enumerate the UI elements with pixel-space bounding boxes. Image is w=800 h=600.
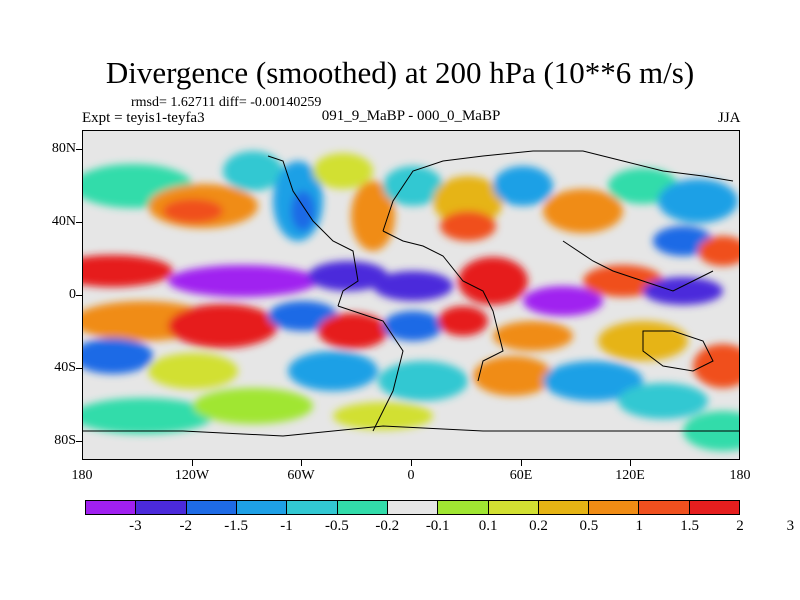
colorbar-label: 1: [635, 518, 643, 534]
lon-tick: [630, 460, 631, 466]
colorbar-box: [488, 501, 539, 514]
lon-label-120e: 120E: [615, 468, 645, 483]
colorbar-box: [538, 501, 590, 514]
lat-tick: [76, 295, 82, 296]
colorbar-box: [689, 501, 740, 514]
colorbar-label: 0.1: [478, 518, 498, 534]
lon-label-60e: 60E: [509, 468, 533, 483]
lon-label-120w: 120W: [174, 468, 210, 483]
colorbar-label: -1.5: [224, 518, 249, 534]
colorbar-box: [287, 501, 338, 514]
lon-label-60w: 60W: [287, 468, 315, 483]
stats-text: rmsd= 1.62711 diff= -0.00140259: [131, 95, 322, 110]
lat-label-0: 0: [69, 287, 76, 302]
lon-tick: [192, 460, 193, 466]
colorbar-label: 1.5: [680, 518, 699, 534]
colorbar-box: [136, 501, 187, 514]
colorbar-box: [86, 501, 137, 514]
divergence-map: [82, 130, 740, 460]
map-field: [83, 131, 739, 459]
colorbar-label: 0.5: [579, 518, 599, 534]
plot-title: Divergence (smoothed) at 200 hPa (10**6 …: [105, 55, 695, 90]
colorbar-label: 0.2: [529, 518, 548, 534]
subtitle: 091_9_MaBP - 000_0_MaBP: [321, 108, 501, 124]
lon-label-180w: 180: [71, 468, 93, 483]
colorbar-label: 3: [786, 518, 795, 534]
lat-label-40s: 40S: [54, 360, 76, 375]
season-label: JJA: [718, 110, 741, 126]
colorbar-label: -1: [280, 518, 293, 534]
colorbar-box: [387, 501, 439, 514]
lat-tick: [76, 368, 82, 369]
lon-label-180e: 180: [729, 468, 751, 483]
colorbar-label: -0.5: [325, 518, 349, 534]
colorbar-box: [438, 501, 489, 514]
lon-label-0: 0: [407, 468, 415, 483]
colorbar-box: [589, 501, 640, 514]
experiment-label: Expt = teyis1-teyfa3: [82, 110, 205, 126]
lat-tick: [76, 149, 82, 150]
colorbar-box: [186, 501, 237, 514]
colorbar-label: -0.1: [425, 518, 450, 534]
colorbar-box: [236, 501, 288, 514]
colorbar: [85, 500, 740, 515]
lat-label-40n: 40N: [51, 214, 76, 229]
lon-tick: [301, 460, 302, 466]
colorbar-label: -3: [129, 518, 142, 534]
lat-tick: [76, 441, 82, 442]
colorbar-box: [337, 501, 388, 514]
lat-label-80n: 80N: [51, 141, 76, 156]
lat-tick: [76, 222, 82, 223]
lat-label-80s: 80S: [54, 433, 76, 448]
lon-tick: [411, 460, 412, 466]
colorbar-label: 2: [736, 518, 744, 534]
colorbar-label: -0.2: [375, 518, 400, 534]
colorbar-box: [639, 501, 690, 514]
coastlines: [83, 150, 739, 437]
colorbar-label: -2: [179, 518, 193, 534]
lon-tick: [521, 460, 522, 466]
